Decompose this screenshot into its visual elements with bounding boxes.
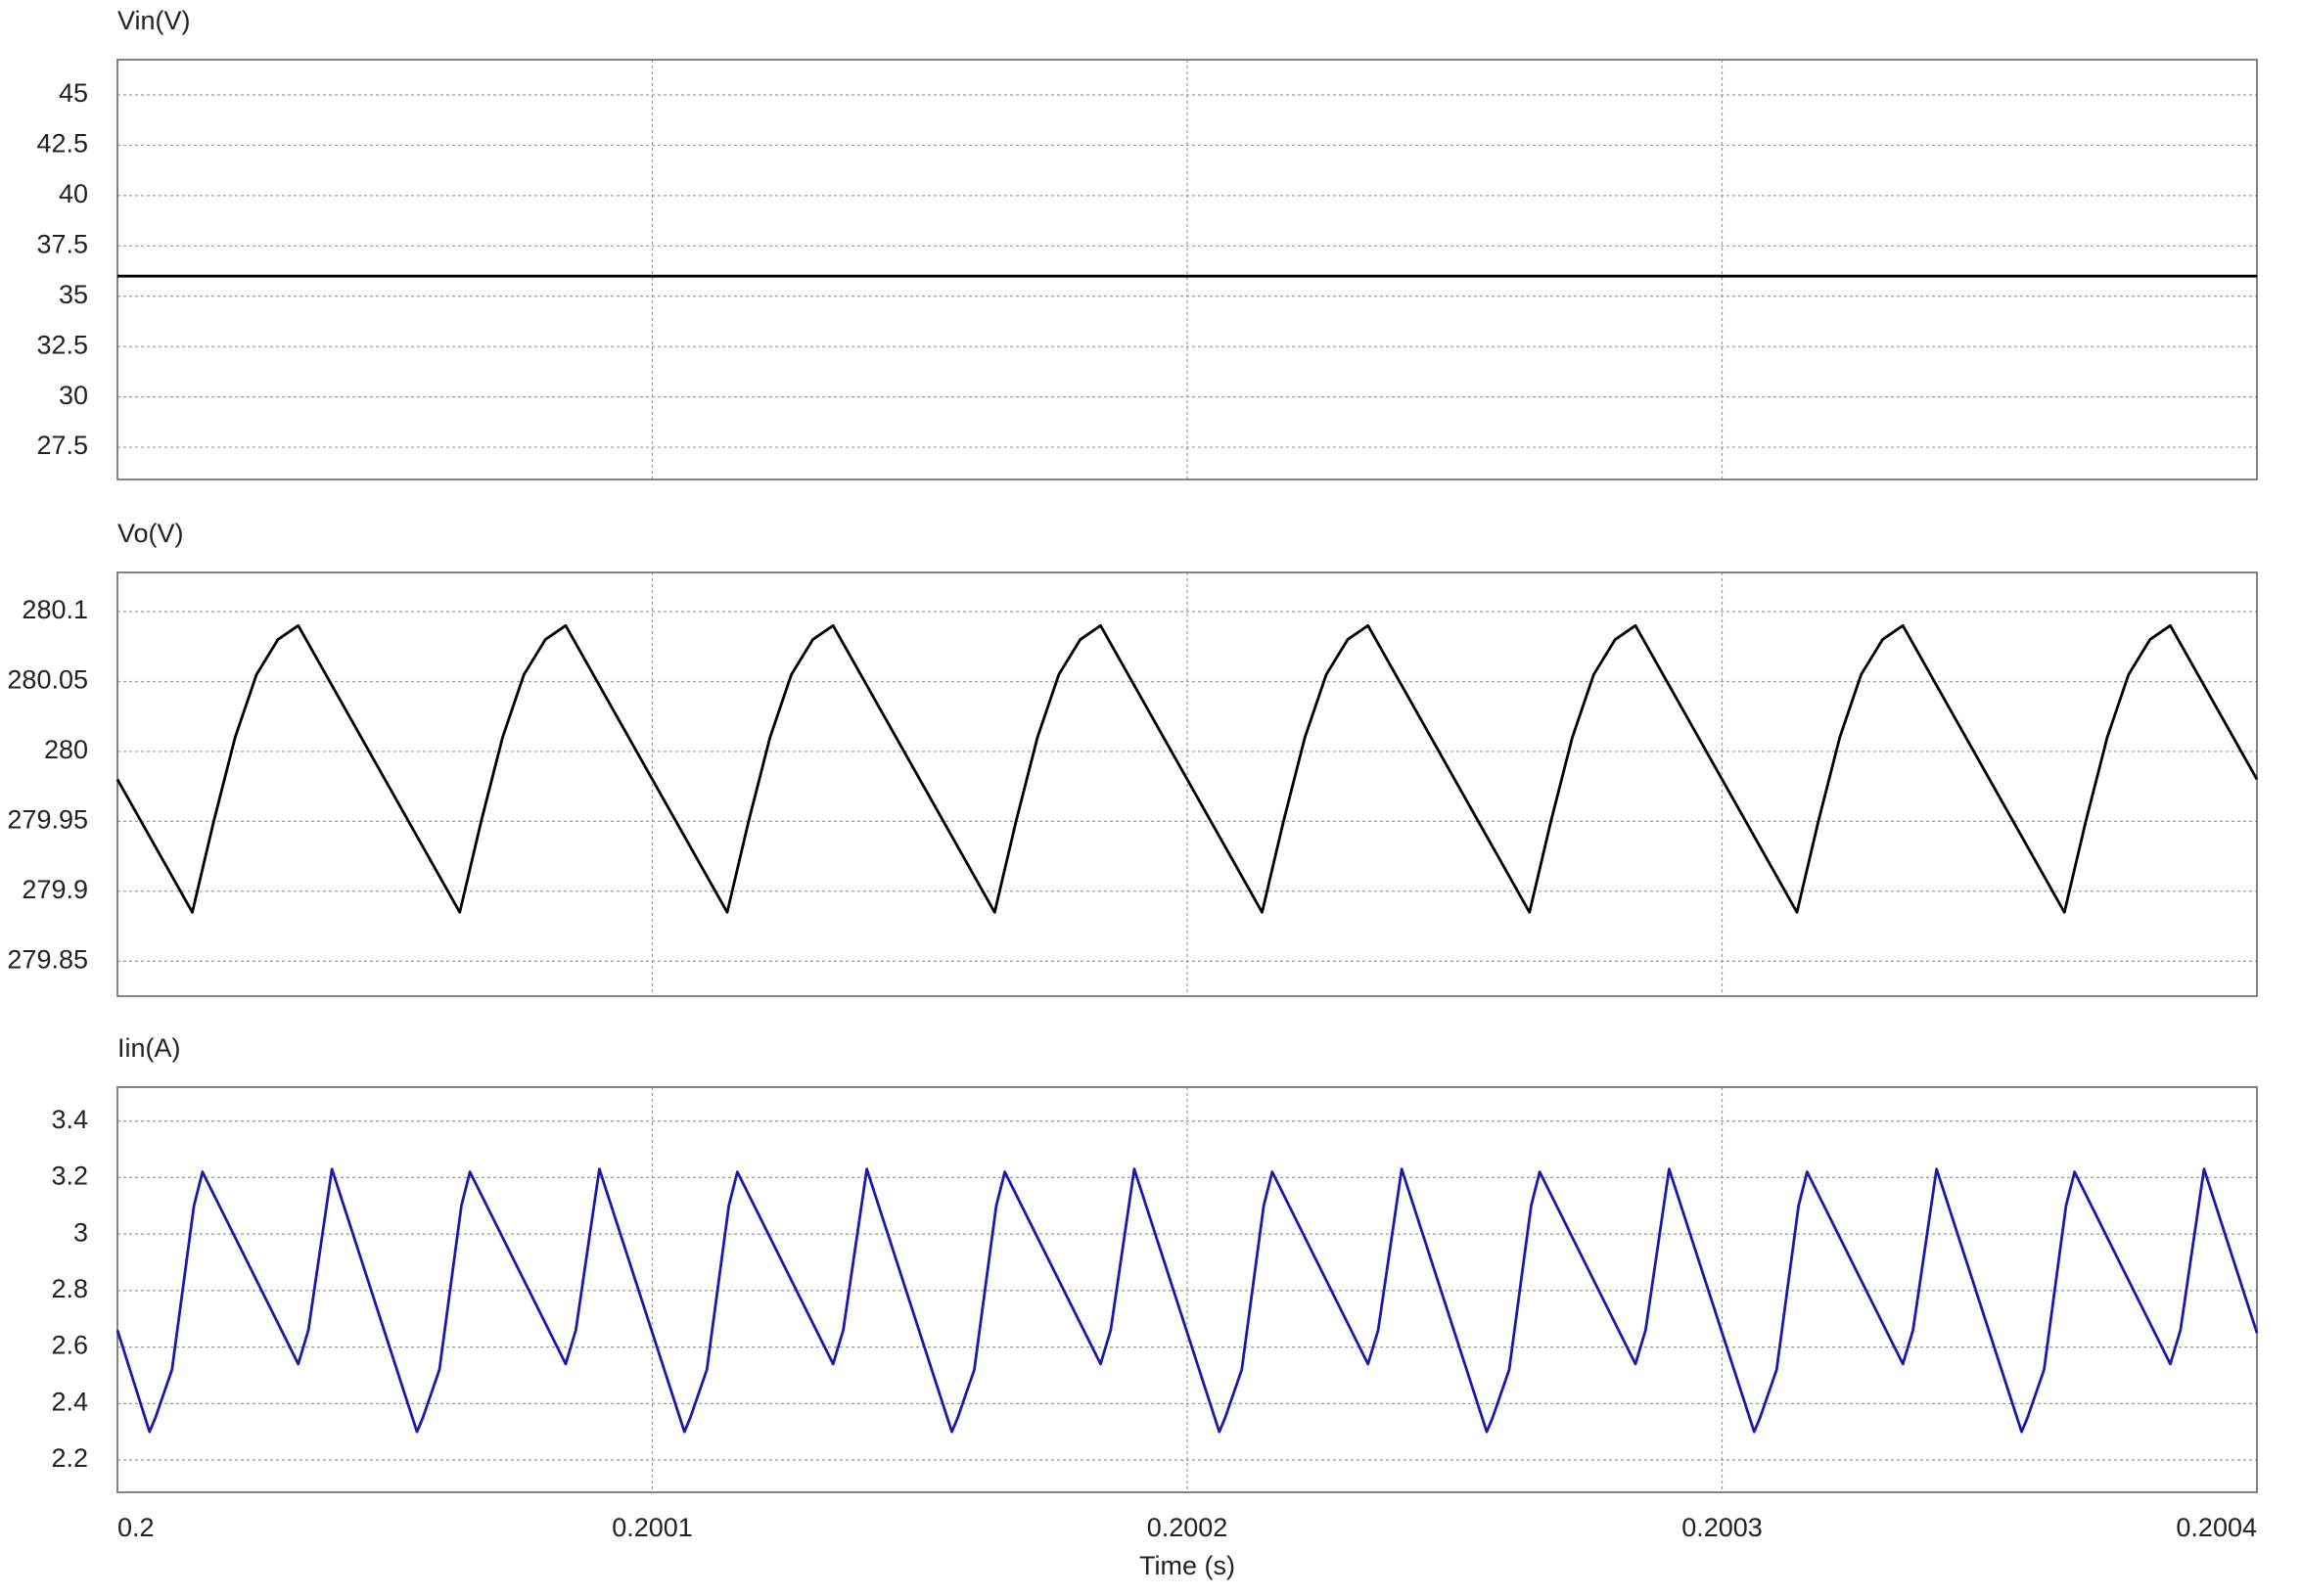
x-tick-label: 0.2: [117, 1513, 155, 1542]
y-tick-label: 2.2: [51, 1443, 88, 1473]
y-tick-label: 45: [59, 78, 88, 108]
panel-title: Iin(A): [117, 1033, 181, 1063]
y-tick-label: 37.5: [36, 229, 88, 258]
y-tick-label: 2.6: [51, 1331, 88, 1360]
y-tick-label: 2.8: [51, 1274, 88, 1303]
y-tick-label: 35: [59, 280, 88, 309]
y-tick-label: 280: [44, 735, 88, 764]
x-tick-label: 0.2004: [2176, 1513, 2257, 1542]
panel-title: Vin(V): [117, 6, 191, 35]
y-tick-label: 279.85: [7, 944, 88, 974]
y-tick-label: 30: [59, 381, 88, 410]
y-tick-label: 27.5: [36, 431, 88, 460]
plot-frame: [116, 59, 2258, 480]
x-tick-label: 0.2001: [612, 1513, 693, 1542]
y-tick-label: 279.9: [22, 875, 88, 904]
y-tick-label: 3.2: [51, 1162, 88, 1191]
y-tick-label: 42.5: [36, 129, 88, 159]
plot-frame: [116, 571, 2258, 997]
x-axis-label: Time (s): [1139, 1551, 1235, 1580]
y-tick-label: 280.05: [7, 665, 88, 695]
panel-title: Vo(V): [117, 519, 184, 548]
y-tick-label: 3.4: [51, 1105, 88, 1134]
y-tick-label: 279.95: [7, 804, 88, 834]
y-tick-label: 3: [73, 1217, 88, 1247]
data-line: [115, 623, 2259, 914]
plot-frame: [116, 1086, 2258, 1493]
y-tick-label: 32.5: [36, 330, 88, 359]
y-tick-label: 2.4: [51, 1387, 88, 1416]
y-tick-label: 280.1: [22, 595, 88, 624]
x-tick-label: 0.2002: [1147, 1513, 1228, 1542]
data-line: [115, 1167, 2259, 1434]
y-tick-label: 40: [59, 179, 88, 208]
x-tick-label: 0.2003: [1681, 1513, 1763, 1542]
